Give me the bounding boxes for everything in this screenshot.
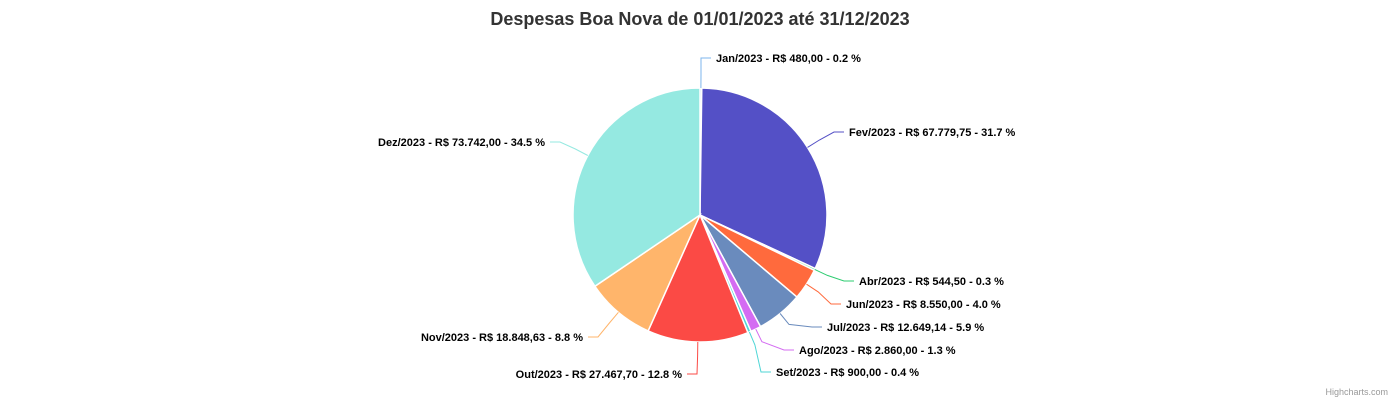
connector-ago-2023 bbox=[755, 328, 794, 351]
data-label-set-2023: Set/2023 - R$ 900,00 - 0.4 % bbox=[776, 367, 919, 379]
connector-nov-2023 bbox=[588, 311, 619, 338]
connector-abr-2023 bbox=[814, 268, 854, 282]
connector-fev-2023 bbox=[807, 131, 844, 148]
data-label-out-2023: Out/2023 - R$ 27.467,70 - 12.8 % bbox=[516, 369, 683, 381]
data-label-jan-2023: Jan/2023 - R$ 480,00 - 0.2 % bbox=[716, 53, 861, 65]
data-label-jun-2023: Jun/2023 - R$ 8.550,00 - 4.0 % bbox=[846, 299, 1001, 311]
data-label-abr-2023: Abr/2023 - R$ 544,50 - 0.3 % bbox=[859, 276, 1004, 288]
pie-slice-fev-2023[interactable] bbox=[699, 87, 828, 270]
pie-slices bbox=[572, 87, 828, 343]
data-label-nov-2023: Nov/2023 - R$ 18.848,63 - 8.8 % bbox=[421, 332, 583, 344]
connector-set-2023 bbox=[748, 331, 771, 373]
connector-jun-2023 bbox=[806, 283, 841, 305]
credits-link[interactable]: Highcharts.com bbox=[1325, 387, 1388, 397]
connector-dez-2023 bbox=[550, 141, 589, 156]
data-label-dez-2023: Dez/2023 - R$ 73.742,00 - 34.5 % bbox=[378, 137, 545, 149]
connector-jan-2023 bbox=[700, 57, 711, 89]
data-label-fev-2023: Fev/2023 - R$ 67.779,75 - 31.7 % bbox=[849, 127, 1016, 139]
pie-slice-out-2023[interactable] bbox=[647, 213, 749, 343]
data-label-jul-2023: Jul/2023 - R$ 12.649,14 - 5.9 % bbox=[827, 322, 984, 334]
connector-out-2023 bbox=[687, 341, 699, 375]
pie-slice-dez-2023[interactable] bbox=[572, 87, 701, 288]
data-label-ago-2023: Ago/2023 - R$ 2.860,00 - 1.3 % bbox=[799, 345, 956, 357]
connector-jul-2023 bbox=[779, 313, 822, 328]
chart-title: Despesas Boa Nova de 01/01/2023 até 31/1… bbox=[490, 9, 909, 29]
label-connectors bbox=[550, 57, 854, 375]
data-labels: Jan/2023 - R$ 480,00 - 0.2 % Fev/2023 - R… bbox=[378, 53, 1016, 381]
